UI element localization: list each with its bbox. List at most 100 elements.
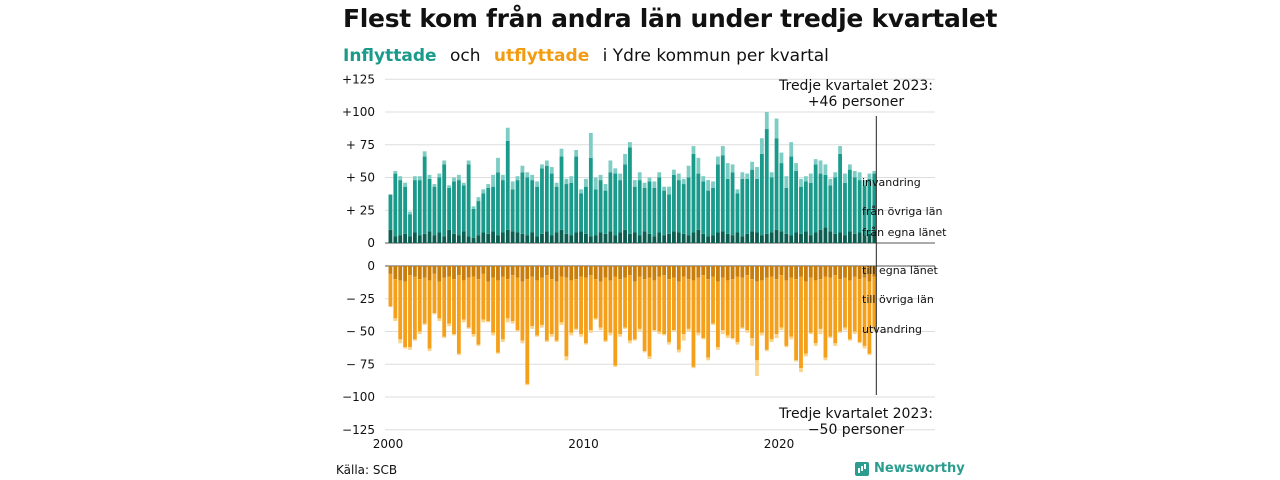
bar-out-egna-lanet (701, 266, 706, 276)
bar-in-ovriga-lan (686, 177, 691, 236)
bar-out-ovriga-lan (818, 279, 823, 329)
bar-out-utvandring (735, 341, 740, 345)
bar-out-egna-lanet (667, 266, 671, 280)
bar-out-ovriga-lan (716, 281, 720, 348)
bar-in-egna-lanet (706, 236, 711, 243)
bar-out-ovriga-lan (393, 279, 398, 319)
bar-out-utvandring (500, 339, 505, 342)
bar-in-egna-lanet (789, 235, 794, 243)
bar-out-ovriga-lan (730, 279, 735, 339)
bar-in-egna-lanet (588, 236, 593, 243)
bar-in-invandring (818, 160, 823, 174)
bar-in-egna-lanet (784, 233, 789, 243)
bar-out-utvandring (843, 327, 847, 331)
bar-in-ovriga-lan (730, 172, 735, 236)
bar-out-ovriga-lan (584, 277, 588, 344)
bar-in-egna-lanet (544, 231, 549, 243)
bar-in-egna-lanet (442, 236, 447, 243)
bar-out-egna-lanet (872, 266, 877, 277)
bar-in-invandring (847, 164, 852, 170)
bar-out-utvandring (838, 331, 842, 333)
annotation-bottom-text: Tredje kvartalet 2023: (778, 406, 933, 422)
bar-in-invandring (735, 189, 740, 194)
bar-out-ovriga-lan (828, 277, 833, 337)
bar-in-invandring (461, 182, 466, 186)
bar-out-ovriga-lan (486, 281, 491, 322)
bar-out-egna-lanet (588, 266, 593, 276)
bar-out-ovriga-lan (686, 279, 691, 329)
bar-out-egna-lanet (447, 266, 451, 277)
bar-out-utvandring (505, 318, 510, 323)
bar-out-utvandring (779, 327, 784, 331)
bar-in-ovriga-lan (476, 201, 481, 236)
bar-out-utvandring (847, 339, 852, 341)
series-label-out: till övriga län (862, 293, 934, 306)
bar-in-ovriga-lan (691, 153, 696, 233)
bar-out-ovriga-lan (510, 275, 515, 322)
bar-out-utvandring (510, 321, 515, 324)
bar-out-egna-lanet (559, 266, 564, 277)
bar-out-egna-lanet (803, 266, 808, 282)
bar-out-ovriga-lan (588, 275, 593, 331)
bar-out-utvandring (852, 331, 857, 335)
bar-in-ovriga-lan (412, 180, 417, 233)
bar-in-ovriga-lan (803, 181, 808, 232)
bar-out-egna-lanet (779, 266, 784, 276)
bar-out-egna-lanet (471, 266, 476, 277)
bar-out-utvandring (701, 338, 706, 340)
bar-out-ovriga-lan (549, 279, 554, 335)
bar-in-egna-lanet (412, 232, 417, 243)
bar-out-utvandring (598, 327, 603, 331)
bar-out-egna-lanet (540, 266, 544, 278)
bar-out-utvandring (486, 321, 491, 323)
bar-in-invandring (759, 138, 764, 154)
bar-in-invandring (794, 163, 799, 171)
bar-out-utvandring (525, 383, 530, 386)
bar-in-invandring (559, 148, 564, 157)
bar-in-ovriga-lan (461, 185, 466, 232)
bar-in-invandring (422, 151, 427, 157)
bar-out-ovriga-lan (843, 277, 847, 328)
bar-out-utvandring (764, 349, 769, 352)
bar-out-egna-lanet (505, 266, 510, 280)
annotation-top-text: Tredje kvartalet 2023: (778, 78, 933, 94)
bar-out-utvandring (564, 356, 569, 361)
bar-in-egna-lanet (672, 231, 676, 243)
bar-in-invandring (784, 176, 789, 188)
bar-in-ovriga-lan (520, 172, 525, 234)
bar-in-egna-lanet (496, 235, 500, 243)
bar-out-egna-lanet (569, 266, 574, 281)
bar-in-egna-lanet (393, 236, 398, 243)
bar-out-egna-lanet (510, 266, 515, 276)
bar-out-ovriga-lan (769, 276, 774, 340)
bar-in-egna-lanet (540, 233, 544, 243)
bar-in-ovriga-lan (799, 186, 803, 234)
bar-out-ovriga-lan (725, 280, 730, 336)
bar-in-ovriga-lan (725, 178, 730, 234)
bar-in-ovriga-lan (740, 178, 745, 237)
bar-in-ovriga-lan (755, 178, 759, 233)
bar-in-egna-lanet (818, 229, 823, 243)
bar-out-ovriga-lan (520, 281, 525, 341)
bar-out-utvandring (784, 345, 789, 348)
bar-out-utvandring (603, 340, 608, 342)
bar-out-utvandring (574, 328, 579, 331)
bar-out-utvandring (681, 334, 686, 341)
bar-in-invandring (525, 172, 530, 178)
bar-out-egna-lanet (637, 266, 642, 277)
bar-out-egna-lanet (828, 266, 833, 278)
bar-in-ovriga-lan (525, 177, 530, 236)
bar-out-egna-lanet (422, 266, 427, 278)
bar-out-ovriga-lan (867, 281, 872, 354)
bar-out-egna-lanet (764, 266, 769, 278)
bar-in-invandring (730, 164, 735, 173)
bar-out-ovriga-lan (461, 280, 466, 320)
bar-in-invandring (618, 173, 623, 181)
bar-out-ovriga-lan (720, 277, 725, 331)
bar-out-ovriga-lan (823, 276, 828, 358)
bar-in-ovriga-lan (608, 172, 613, 232)
bar-in-ovriga-lan (442, 164, 447, 237)
bar-out-utvandring (662, 334, 667, 336)
bar-in-ovriga-lan (716, 164, 720, 233)
bar-out-utvandring (584, 343, 588, 345)
